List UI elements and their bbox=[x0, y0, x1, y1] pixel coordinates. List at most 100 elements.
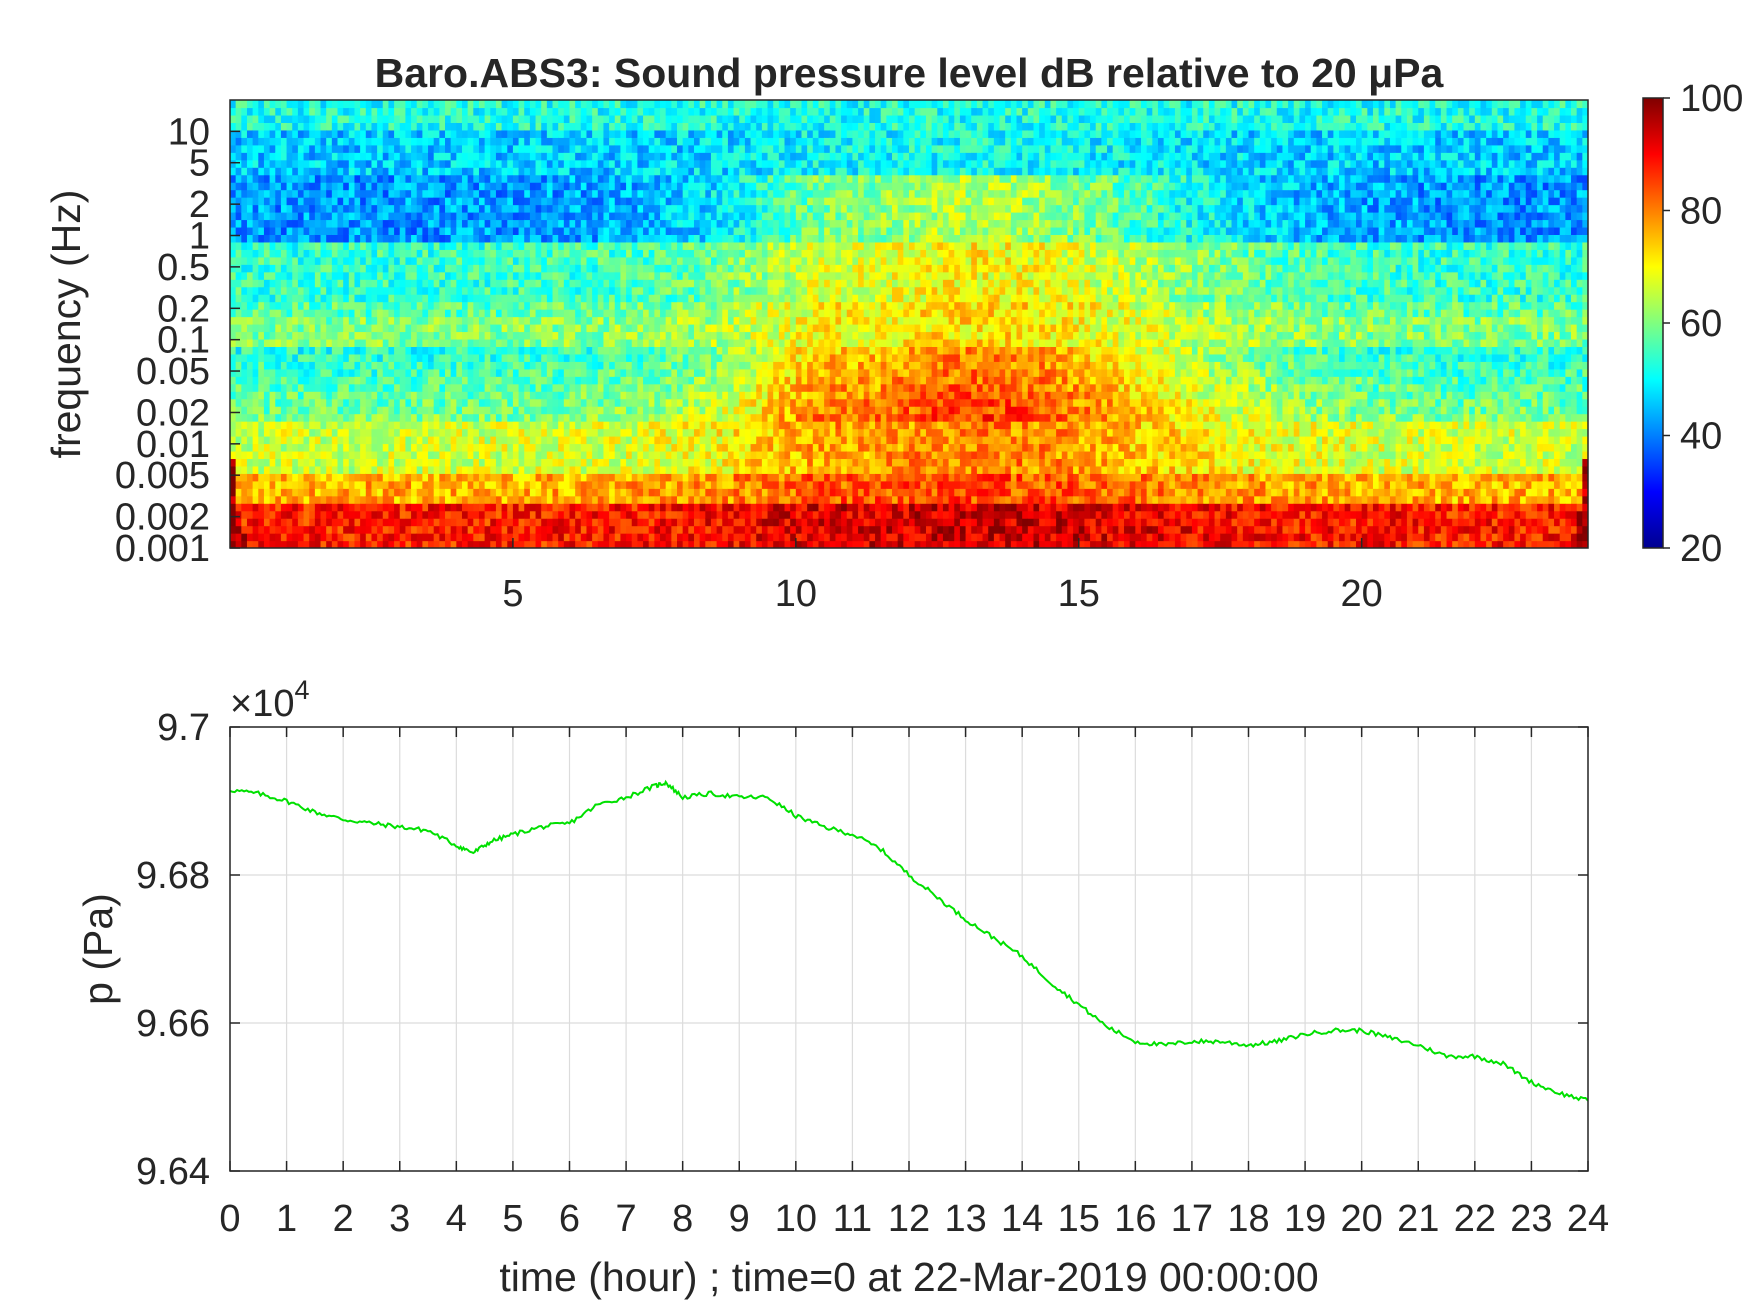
heatmap-cell bbox=[348, 353, 356, 362]
heatmap-cell bbox=[558, 204, 565, 213]
heatmap-cell bbox=[275, 234, 282, 243]
heatmap-cell bbox=[258, 249, 265, 258]
heatmap-cell bbox=[331, 107, 339, 116]
heatmap-cell bbox=[654, 182, 661, 191]
heatmap-cell bbox=[631, 152, 638, 161]
heatmap-cell bbox=[331, 391, 339, 400]
heatmap-cell bbox=[433, 256, 440, 265]
heatmap-cell bbox=[320, 510, 327, 519]
heatmap-cell bbox=[314, 436, 322, 445]
heatmap-cell bbox=[303, 503, 310, 512]
heatmap-cell bbox=[529, 316, 537, 325]
heatmap-cell bbox=[235, 383, 242, 392]
heatmap-cell bbox=[450, 152, 457, 161]
heatmap-cell bbox=[631, 480, 638, 489]
heatmap-cell bbox=[382, 413, 390, 422]
heatmap-cell bbox=[467, 226, 474, 235]
heatmap-cell bbox=[677, 204, 684, 213]
heatmap-cell bbox=[597, 241, 605, 250]
heatmap-cell bbox=[388, 316, 395, 325]
heatmap-cell bbox=[286, 383, 293, 392]
heatmap-cell bbox=[337, 309, 344, 318]
heatmap-cell bbox=[377, 376, 384, 385]
heatmap-cell bbox=[360, 421, 367, 430]
heatmap-cell bbox=[309, 398, 316, 407]
heatmap-cell bbox=[563, 256, 571, 265]
heatmap-cell bbox=[371, 100, 378, 109]
heatmap-cell bbox=[660, 480, 667, 489]
heatmap-cell bbox=[563, 316, 571, 325]
heatmap-cell bbox=[450, 383, 457, 392]
heatmap-cell bbox=[252, 540, 259, 548]
heatmap-cell bbox=[450, 450, 457, 459]
heatmap-cell bbox=[246, 249, 254, 258]
heatmap-cell bbox=[371, 249, 378, 258]
heatmap-cell bbox=[671, 331, 678, 340]
heatmap-cell bbox=[286, 152, 293, 161]
heatmap-cell bbox=[688, 182, 695, 191]
heatmap-cell bbox=[597, 450, 605, 459]
heatmap-cell bbox=[343, 391, 350, 400]
heatmap-cell bbox=[665, 338, 672, 347]
heatmap-cell bbox=[535, 488, 542, 497]
heatmap-cell bbox=[490, 301, 497, 310]
heatmap-cell bbox=[490, 540, 497, 548]
heatmap-cell bbox=[246, 458, 254, 467]
heatmap-cell bbox=[348, 279, 356, 288]
heatmap-cell bbox=[269, 533, 276, 542]
heatmap-cell bbox=[388, 174, 395, 183]
heatmap-cell bbox=[360, 189, 367, 198]
heatmap-cell bbox=[569, 301, 576, 310]
heatmap-cell bbox=[603, 152, 610, 161]
heatmap-cell bbox=[450, 391, 457, 400]
heatmap-cell bbox=[382, 503, 390, 512]
heatmap-cell bbox=[269, 338, 276, 347]
heatmap-cell bbox=[558, 533, 565, 542]
heatmap-cell bbox=[433, 301, 440, 310]
heatmap-cell bbox=[450, 465, 457, 474]
heatmap-cell bbox=[580, 294, 588, 303]
heatmap-cell bbox=[461, 197, 469, 206]
heatmap-cell bbox=[693, 167, 701, 176]
heatmap-cell bbox=[343, 159, 350, 168]
heatmap-cell bbox=[365, 324, 373, 333]
heatmap-cell bbox=[512, 383, 520, 392]
heatmap-cell bbox=[280, 137, 288, 146]
heatmap-cell bbox=[682, 533, 689, 542]
heatmap-cell bbox=[501, 316, 508, 325]
heatmap-cell bbox=[682, 353, 689, 362]
heatmap-cell bbox=[235, 473, 242, 482]
heatmap-cell bbox=[643, 473, 650, 482]
heatmap-cell bbox=[292, 294, 299, 303]
heatmap-cell bbox=[512, 197, 520, 206]
heatmap-cell bbox=[529, 503, 537, 512]
heatmap-cell bbox=[546, 533, 554, 542]
heatmap-cell bbox=[541, 301, 548, 310]
heatmap-cell bbox=[269, 129, 276, 138]
heatmap-cell bbox=[360, 137, 367, 146]
heatmap-cell bbox=[541, 398, 548, 407]
heatmap-cell bbox=[365, 212, 373, 221]
heatmap-cell bbox=[428, 167, 435, 176]
heatmap-cell bbox=[563, 264, 571, 273]
heatmap-cell bbox=[597, 174, 605, 183]
heatmap-cell bbox=[558, 279, 565, 288]
heatmap-cell bbox=[246, 152, 254, 161]
heatmap-cell bbox=[473, 458, 480, 467]
heatmap-cell bbox=[495, 376, 503, 385]
heatmap-cell bbox=[643, 212, 650, 221]
heatmap-cell bbox=[552, 137, 559, 146]
heatmap-cell bbox=[660, 212, 667, 221]
heatmap-cell bbox=[490, 159, 497, 168]
heatmap-cell bbox=[524, 503, 531, 512]
heatmap-cell bbox=[439, 391, 446, 400]
heatmap-cell bbox=[314, 219, 322, 228]
heatmap-cell bbox=[235, 436, 242, 445]
heatmap-cell bbox=[597, 473, 605, 482]
heatmap-cell bbox=[461, 488, 469, 497]
heatmap-cell bbox=[405, 114, 412, 123]
heatmap-cell bbox=[422, 114, 429, 123]
heatmap-cell bbox=[603, 338, 610, 347]
heatmap-cell bbox=[275, 197, 282, 206]
heatmap-cell bbox=[552, 361, 559, 370]
